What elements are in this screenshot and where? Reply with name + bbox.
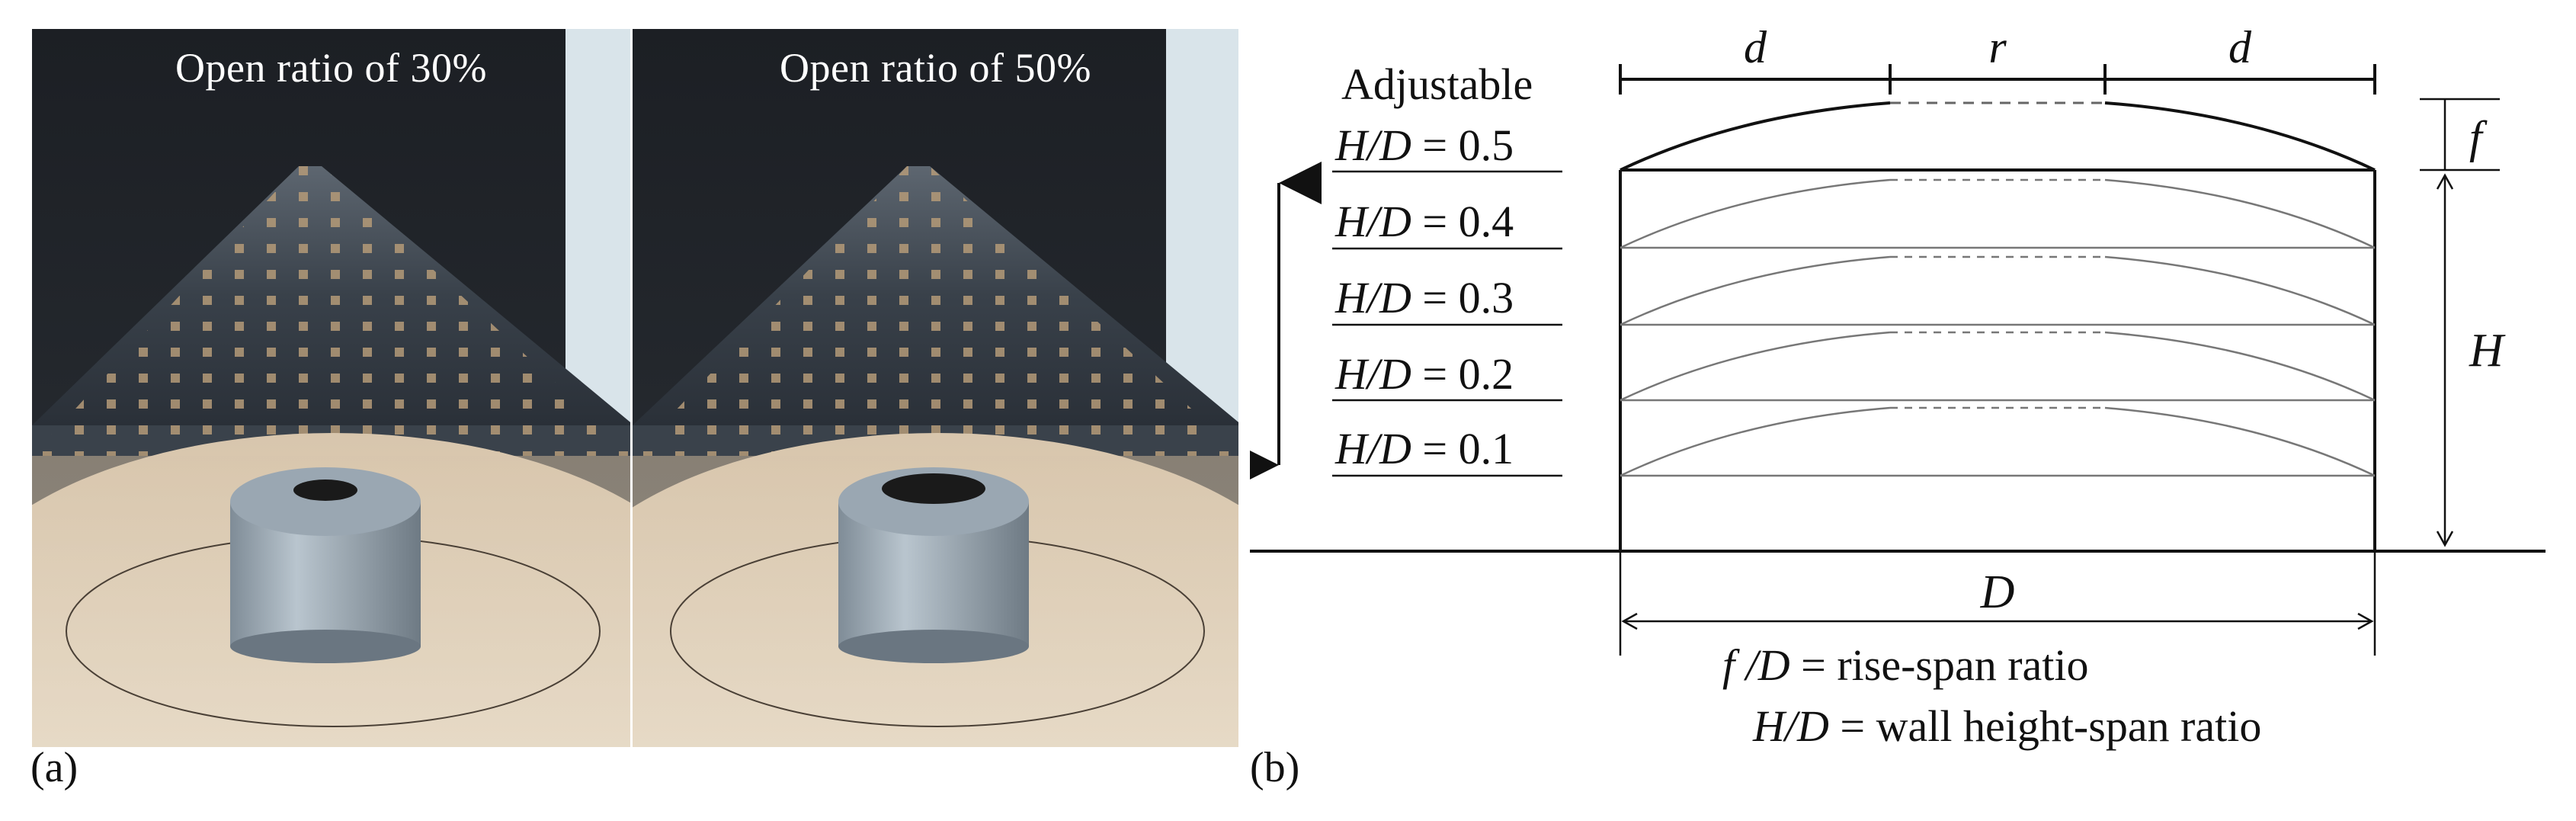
photo-open-ratio-30: Open ratio of 30% <box>32 29 630 747</box>
level-label-0.5: H/D = 0.5 <box>1332 120 1562 173</box>
photo-open-ratio-50: Open ratio of 50% <box>633 29 1238 747</box>
wind-tunnel-scene <box>633 29 1238 747</box>
level-label-0.1: H/D = 0.1 <box>1332 424 1562 477</box>
svg-text:H/D = 0.5: H/D = 0.5 <box>1334 120 1514 170</box>
legend-wall-height-span: H/D = wall height-span ratio <box>1752 701 2261 751</box>
span-label: D <box>1980 566 2015 618</box>
wind-tunnel-scene <box>32 29 630 747</box>
legend-rise-span: f /D = rise-span ratio <box>1722 640 2089 690</box>
level-label-0.4: H/D = 0.4 <box>1332 197 1562 250</box>
svg-text:H/D = 0.1: H/D = 0.1 <box>1334 424 1514 473</box>
roof-curve-right <box>2104 101 2376 172</box>
rise-label: f <box>2469 112 2488 162</box>
dim-d-right: d <box>2228 22 2252 72</box>
level-label-0.2: H/D = 0.2 <box>1332 349 1562 402</box>
svg-text:H/D = 0.2: H/D = 0.2 <box>1334 349 1514 399</box>
photo-caption: Open ratio of 50% <box>780 45 1091 91</box>
adjustable-label: Adjustable <box>1341 59 1533 109</box>
dome-schematic: d r d Adjustable H/D = 0.5 H/D = 0.4 H/D… <box>1250 22 2546 751</box>
level-labels: H/D = 0.5 H/D = 0.4 H/D = 0.3 H/D = 0.2 … <box>1332 120 1562 477</box>
dim-r: r <box>1988 22 2007 72</box>
photo-caption: Open ratio of 30% <box>175 45 487 91</box>
level-0.1 <box>1620 406 2376 477</box>
span-dimension <box>1619 551 2376 656</box>
rise-dimension <box>2420 98 2500 172</box>
svg-text:H/D = 0.4: H/D = 0.4 <box>1334 197 1514 246</box>
roof-curve-left <box>1620 101 1891 172</box>
level-0.3 <box>1620 255 2376 326</box>
level-0.2 <box>1620 331 2376 402</box>
panel-label-b: (b) <box>1250 744 1300 791</box>
svg-text:H/D = 0.3: H/D = 0.3 <box>1334 273 1514 322</box>
level-0.4 <box>1620 178 2376 249</box>
height-dimension <box>2436 173 2454 547</box>
height-label: H <box>2469 325 2506 377</box>
panel-label-a: (a) <box>30 744 78 791</box>
level-label-0.3: H/D = 0.3 <box>1332 273 1562 326</box>
dim-d-left: d <box>1744 22 1767 72</box>
top-dimension-line <box>1619 64 2376 95</box>
